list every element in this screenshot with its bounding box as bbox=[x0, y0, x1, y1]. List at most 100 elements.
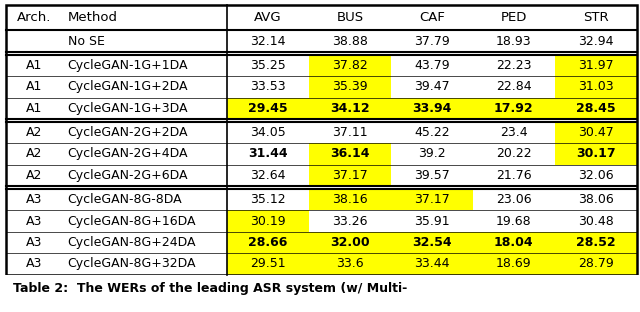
Text: 43.79: 43.79 bbox=[414, 59, 450, 72]
Text: 31.03: 31.03 bbox=[578, 80, 614, 93]
Text: CycleGAN-2G+2DA: CycleGAN-2G+2DA bbox=[68, 126, 188, 139]
Text: 32.14: 32.14 bbox=[250, 35, 286, 48]
Text: 33.53: 33.53 bbox=[250, 80, 286, 93]
Text: 17.92: 17.92 bbox=[494, 102, 534, 115]
Text: 32.06: 32.06 bbox=[578, 169, 614, 182]
Bar bbox=[309, 165, 391, 186]
Text: STR: STR bbox=[583, 12, 609, 24]
Bar bbox=[227, 253, 309, 275]
Bar bbox=[309, 143, 391, 165]
Bar bbox=[391, 232, 473, 253]
Bar bbox=[555, 253, 637, 275]
Text: A2: A2 bbox=[26, 126, 43, 139]
Bar bbox=[309, 232, 391, 253]
Text: CycleGAN-2G+4DA: CycleGAN-2G+4DA bbox=[68, 148, 188, 160]
Text: CycleGAN-8G+32DA: CycleGAN-8G+32DA bbox=[68, 257, 196, 271]
Text: 38.16: 38.16 bbox=[332, 193, 368, 206]
Bar bbox=[227, 210, 309, 232]
Text: 30.48: 30.48 bbox=[578, 215, 614, 227]
Text: 28.66: 28.66 bbox=[248, 236, 288, 249]
Bar bbox=[309, 189, 391, 210]
Text: Method: Method bbox=[68, 12, 118, 24]
Text: A1: A1 bbox=[26, 59, 43, 72]
Bar bbox=[473, 232, 555, 253]
Text: No SE: No SE bbox=[68, 35, 104, 48]
Text: CycleGAN-1G+1DA: CycleGAN-1G+1DA bbox=[68, 59, 188, 72]
Bar bbox=[473, 98, 555, 119]
Bar bbox=[555, 122, 637, 143]
Text: 30.17: 30.17 bbox=[576, 148, 616, 160]
Text: 28.79: 28.79 bbox=[578, 257, 614, 271]
Text: 36.14: 36.14 bbox=[330, 148, 370, 160]
Text: 30.47: 30.47 bbox=[578, 126, 614, 139]
Text: 33.26: 33.26 bbox=[332, 215, 368, 227]
Bar bbox=[555, 232, 637, 253]
Bar bbox=[391, 189, 473, 210]
Text: A3: A3 bbox=[26, 257, 43, 271]
Text: 34.05: 34.05 bbox=[250, 126, 286, 139]
Bar bbox=[227, 232, 309, 253]
Bar bbox=[309, 55, 391, 76]
Text: 28.45: 28.45 bbox=[576, 102, 616, 115]
Text: A3: A3 bbox=[26, 193, 43, 206]
Text: AVG: AVG bbox=[254, 12, 282, 24]
Text: 28.52: 28.52 bbox=[576, 236, 616, 249]
Bar bbox=[555, 55, 637, 76]
Text: 29.45: 29.45 bbox=[248, 102, 288, 115]
Bar bbox=[309, 76, 391, 98]
Text: PED: PED bbox=[500, 12, 527, 24]
Text: 33.6: 33.6 bbox=[336, 257, 364, 271]
Text: 29.51: 29.51 bbox=[250, 257, 286, 271]
Text: CAF: CAF bbox=[419, 12, 445, 24]
Text: CycleGAN-8G+16DA: CycleGAN-8G+16DA bbox=[68, 215, 196, 227]
Text: 32.00: 32.00 bbox=[330, 236, 370, 249]
Text: CycleGAN-8G+24DA: CycleGAN-8G+24DA bbox=[68, 236, 196, 249]
Text: CycleGAN-8G-8DA: CycleGAN-8G-8DA bbox=[68, 193, 182, 206]
Bar bbox=[309, 253, 391, 275]
Text: A2: A2 bbox=[26, 148, 43, 160]
Text: 33.94: 33.94 bbox=[412, 102, 452, 115]
Text: 20.22: 20.22 bbox=[496, 148, 532, 160]
Text: 34.12: 34.12 bbox=[330, 102, 370, 115]
Text: 18.69: 18.69 bbox=[496, 257, 532, 271]
Text: Arch.: Arch. bbox=[17, 12, 52, 24]
Text: A3: A3 bbox=[26, 236, 43, 249]
Text: 23.06: 23.06 bbox=[496, 193, 532, 206]
Text: 35.25: 35.25 bbox=[250, 59, 286, 72]
Text: 18.04: 18.04 bbox=[494, 236, 534, 249]
Bar bbox=[555, 98, 637, 119]
Text: CycleGAN-2G+6DA: CycleGAN-2G+6DA bbox=[68, 169, 188, 182]
Text: A2: A2 bbox=[26, 169, 43, 182]
Text: 45.22: 45.22 bbox=[414, 126, 450, 139]
Text: 33.44: 33.44 bbox=[414, 257, 450, 271]
Text: 37.17: 37.17 bbox=[414, 193, 450, 206]
Text: 35.39: 35.39 bbox=[332, 80, 368, 93]
Text: CycleGAN-1G+2DA: CycleGAN-1G+2DA bbox=[68, 80, 188, 93]
Text: 19.68: 19.68 bbox=[496, 215, 532, 227]
Text: 39.2: 39.2 bbox=[418, 148, 445, 160]
Text: 37.79: 37.79 bbox=[414, 35, 450, 48]
Text: 22.84: 22.84 bbox=[496, 80, 532, 93]
Text: 30.19: 30.19 bbox=[250, 215, 286, 227]
Text: 37.82: 37.82 bbox=[332, 59, 368, 72]
Bar bbox=[473, 253, 555, 275]
Text: 32.54: 32.54 bbox=[412, 236, 452, 249]
Text: 22.23: 22.23 bbox=[496, 59, 532, 72]
Text: 18.93: 18.93 bbox=[496, 35, 532, 48]
Text: 37.11: 37.11 bbox=[332, 126, 368, 139]
Bar bbox=[391, 253, 473, 275]
Text: 39.47: 39.47 bbox=[414, 80, 450, 93]
Text: 38.06: 38.06 bbox=[578, 193, 614, 206]
Text: 31.44: 31.44 bbox=[248, 148, 288, 160]
Bar bbox=[555, 143, 637, 165]
Text: 38.88: 38.88 bbox=[332, 35, 368, 48]
Text: A1: A1 bbox=[26, 80, 43, 93]
Text: 32.64: 32.64 bbox=[250, 169, 286, 182]
Text: 21.76: 21.76 bbox=[496, 169, 532, 182]
Bar bbox=[555, 76, 637, 98]
Text: 23.4: 23.4 bbox=[500, 126, 528, 139]
Text: A3: A3 bbox=[26, 215, 43, 227]
Text: 31.97: 31.97 bbox=[578, 59, 614, 72]
Text: 37.17: 37.17 bbox=[332, 169, 368, 182]
Text: 39.57: 39.57 bbox=[414, 169, 450, 182]
